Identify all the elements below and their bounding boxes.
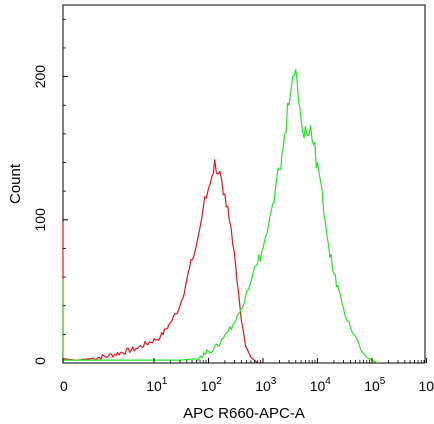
- x-tick-label-3: 103: [255, 376, 277, 394]
- series-layer: [62, 68, 379, 364]
- y-tick-label-1: 100: [32, 208, 48, 232]
- plot-frame: [62, 4, 426, 364]
- x-tick-label-2: 102: [201, 376, 223, 394]
- series-1-line: [62, 159, 259, 364]
- y-tick-label-2: 200: [32, 65, 48, 89]
- x-tick-label-0: 0: [60, 378, 68, 394]
- y-axis-ticks: 0 100 200: [32, 18, 68, 365]
- series-2-line: [62, 68, 379, 364]
- x-tick-label-4: 104: [310, 376, 332, 394]
- x-tick-label-6: 10: [419, 378, 434, 394]
- x-tick-label-5: 105: [364, 376, 386, 394]
- x-axis-title: APC R660-APC-A: [183, 405, 305, 422]
- y-tick-label-0: 0: [32, 357, 48, 365]
- y-axis-title: Count: [7, 163, 24, 204]
- x-tick-label-1: 101: [146, 376, 168, 394]
- x-axis-ticks: 0 101 102 103 104 105 10: [60, 358, 434, 394]
